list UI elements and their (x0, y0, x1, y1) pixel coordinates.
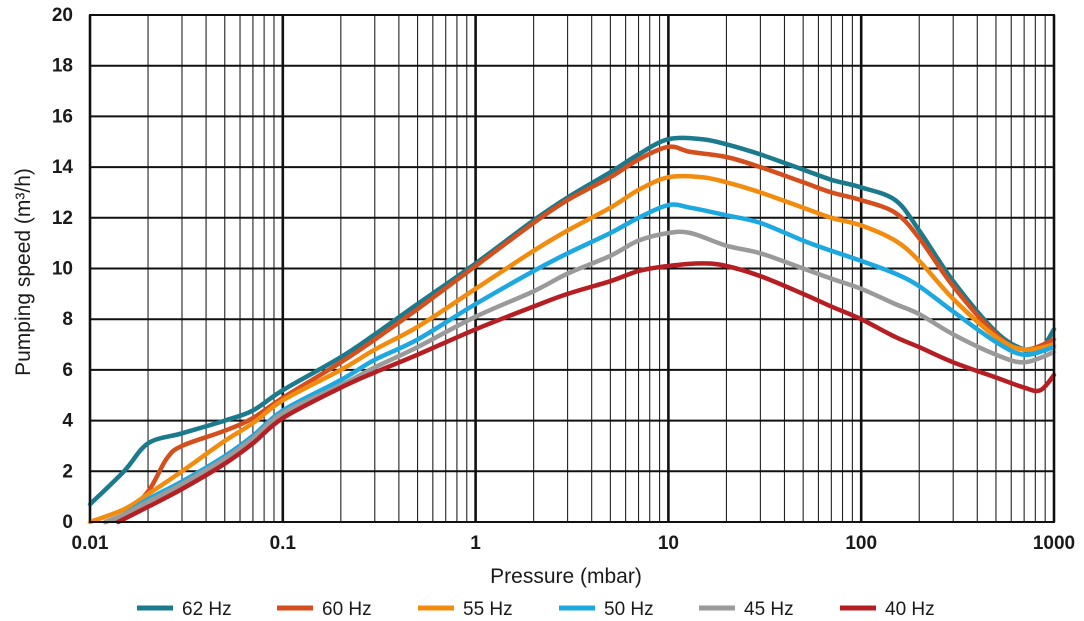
x-tick-label: 1000 (1033, 533, 1075, 554)
y-tick-label: 8 (62, 309, 73, 330)
series-line-40-hz (115, 261, 1057, 525)
x-tick-label: 100 (845, 533, 877, 554)
y-tick-label: 0 (62, 512, 73, 533)
x-tick-label: 0.1 (270, 533, 297, 554)
y-tick-label: 6 (62, 360, 73, 381)
y-axis-ticks: 0 2 4 6 8 10 12 14 16 18 20 (52, 5, 74, 533)
y-axis-title: Pumping speed (m³/h) (12, 168, 35, 376)
y-tick-label: 14 (52, 157, 74, 178)
legend-label: 60 Hz (322, 599, 372, 620)
x-axis-title: Pressure (mbar) (490, 565, 642, 588)
y-tick-label: 12 (52, 208, 73, 229)
legend-label: 55 Hz (463, 599, 513, 620)
legend-label: 40 Hz (885, 599, 935, 620)
y-tick-label: 20 (52, 5, 73, 26)
legend-label: 62 Hz (182, 599, 232, 620)
legend-label: 45 Hz (744, 599, 794, 620)
x-axis-ticks: 0.01 0.1 1 10 100 1000 (72, 533, 1076, 554)
series-line-45-hz (103, 229, 1057, 525)
series-line-60-hz (103, 144, 1057, 525)
x-tick-label: 0.01 (72, 533, 109, 554)
grid (88, 14, 1056, 523)
y-tick-label: 16 (52, 106, 73, 127)
y-tick-label: 18 (52, 56, 73, 77)
series-line-62-hz (87, 135, 1057, 507)
plot-frame (89, 14, 1055, 523)
x-tick-label: 10 (658, 533, 679, 554)
x-tick-label: 1 (470, 533, 481, 554)
y-tick-label: 2 (62, 461, 73, 482)
legend: 62 Hz 60 Hz 55 Hz 50 Hz 45 Hz 40 Hz (137, 599, 935, 620)
y-tick-label: 4 (62, 411, 73, 432)
legend-label: 50 Hz (604, 599, 654, 620)
series-line-55-hz (87, 173, 1057, 525)
series-lines (87, 135, 1057, 525)
y-tick-label: 10 (52, 259, 73, 280)
